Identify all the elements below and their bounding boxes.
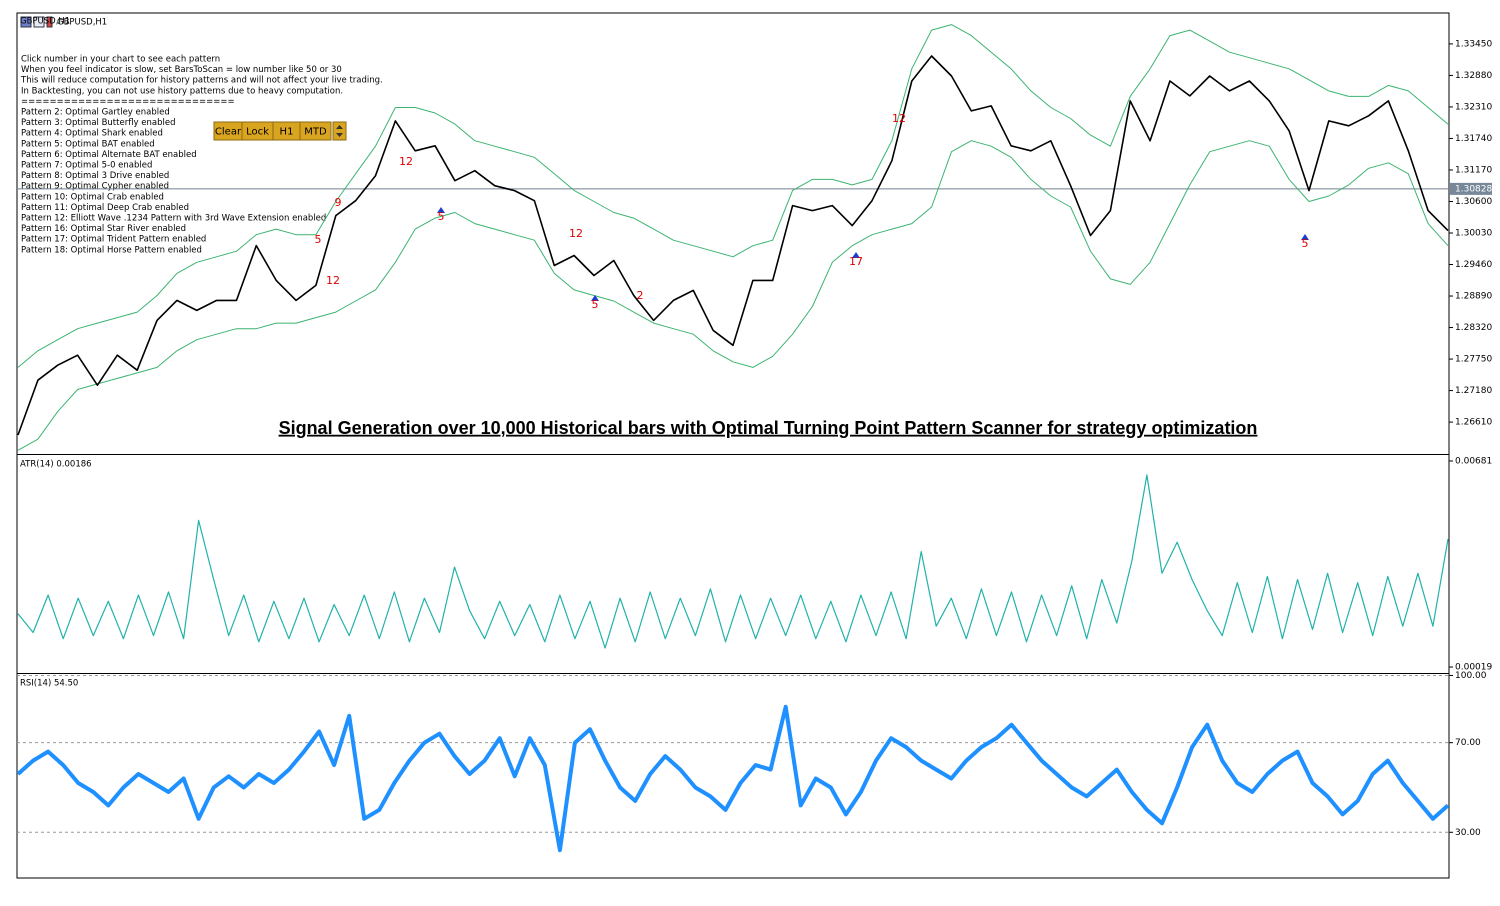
button-label[interactable]: Clear — [215, 127, 242, 138]
rsi-line — [16, 704, 1450, 853]
y-tick-label: 100.00 — [1455, 671, 1487, 681]
y-tick-label: 70.00 — [1455, 738, 1481, 748]
pane-title: ATR(14) 0.00186 — [20, 460, 92, 470]
band-line — [17, 140, 1449, 451]
chart-frame — [16, 12, 1450, 879]
pattern-arrow — [1301, 234, 1309, 240]
pattern-mark[interactable]: 5 — [315, 233, 322, 246]
y-tick-label: 1.30030 — [1455, 229, 1492, 239]
info-panel: Click number in your chart to see each p… — [20, 55, 383, 256]
pattern-line: Pattern 4: Optimal Shark enabled — [21, 129, 163, 139]
y-tick-label: 1.31170 — [1455, 165, 1492, 175]
button-label[interactable]: H1 — [280, 127, 294, 138]
y-tick-label: 0.00681 — [1455, 456, 1492, 466]
pattern-arrow — [437, 207, 445, 213]
pattern-mark[interactable]: 12 — [892, 112, 906, 125]
window-icon — [20, 16, 53, 28]
pattern-mark[interactable]: 9 — [335, 196, 342, 209]
y-tick-label: 1.27750 — [1455, 355, 1492, 365]
info-line: ============================== — [21, 97, 235, 107]
pane-title: RSI(14) 54.50 — [20, 679, 78, 689]
y-tick-label: 1.28890 — [1455, 292, 1492, 302]
pattern-line: Pattern 17: Optimal Trident Pattern enab… — [21, 235, 206, 245]
atr-line — [17, 474, 1449, 649]
current-price-box — [1450, 182, 1492, 195]
info-line: When you feel indicator is slow, set Bar… — [21, 65, 342, 75]
info-line: In Backtesting, you can not use history … — [21, 86, 343, 96]
pattern-mark[interactable]: 17 — [849, 255, 863, 268]
button-label[interactable]: MTD — [304, 127, 327, 138]
y-tick-label: 1.28320 — [1455, 323, 1492, 333]
pattern-mark[interactable]: 5 — [438, 210, 445, 223]
pattern-line: Pattern 9: Optimal Cypher enabled — [21, 182, 169, 192]
pattern-mark[interactable]: 5 — [592, 298, 599, 311]
y-tick-label: 1.32880 — [1455, 71, 1492, 81]
pattern-line: Pattern 5: Optimal BAT enabled — [21, 139, 155, 149]
pane-title: GBPUSD,H1 — [20, 17, 70, 27]
pattern-mark[interactable]: 2 — [637, 289, 644, 302]
pattern-mark[interactable]: 12 — [569, 227, 583, 240]
y-tick-label: 30.00 — [1455, 828, 1481, 838]
y-tick-label: 0.00019 — [1455, 663, 1492, 673]
y-tick-label: 1.26610 — [1455, 418, 1492, 428]
symbol-title: GBPUSD,H1 — [57, 18, 107, 28]
spin-arrows[interactable] — [336, 125, 343, 137]
pattern-mark[interactable]: 5 — [1302, 237, 1309, 250]
button-label[interactable]: Lock — [246, 127, 269, 138]
pattern-line: Pattern 7: Optimal 5-0 enabled — [21, 161, 152, 171]
pattern-line: Pattern 18: Optimal Horse Pattern enable… — [21, 245, 202, 255]
button[interactable] — [299, 121, 332, 141]
spin-button[interactable] — [332, 121, 347, 141]
pattern-arrow — [852, 252, 860, 258]
band-line — [17, 24, 1449, 368]
pattern-mark[interactable]: 12 — [326, 274, 340, 287]
pattern-line: Pattern 6: Optimal Alternate BAT enabled — [21, 150, 197, 160]
y-tick-label: 1.27180 — [1455, 386, 1492, 396]
pattern-arrow — [591, 295, 599, 301]
pattern-line: Pattern 3: Optimal Butterfly enabled — [21, 118, 176, 128]
pattern-mark[interactable]: 12 — [399, 155, 413, 168]
pattern-line: Pattern 12: Elliott Wave .1234 Pattern w… — [21, 214, 326, 224]
info-line: This will reduce computation for history… — [20, 76, 383, 86]
pattern-line: Pattern 8: Optimal 3 Drive enabled — [21, 171, 169, 181]
annotation: Signal Generation over 10,000 Historical… — [279, 418, 1258, 438]
pattern-line: Pattern 16: Optimal Star River enabled — [21, 224, 186, 234]
y-tick-label: 1.31740 — [1455, 134, 1492, 144]
y-tick-label: 1.32310 — [1455, 102, 1492, 112]
current-price-label: 1.30828 — [1455, 184, 1492, 194]
info-line: Click number in your chart to see each p… — [21, 55, 220, 65]
pattern-line: Pattern 11: Optimal Deep Crab enabled — [21, 203, 189, 213]
price-line — [17, 55, 1449, 436]
pattern-line: Pattern 2: Optimal Gartley enabled — [21, 108, 170, 118]
pattern-line: Pattern 10: Optimal Crab enabled — [21, 192, 164, 202]
toolbar: Clear Lock H1 MTD — [213, 121, 347, 141]
y-tick-label: 1.29460 — [1455, 260, 1492, 270]
y-tick-label: 1.30600 — [1455, 197, 1492, 207]
y-tick-label: 1.33450 — [1455, 39, 1492, 49]
